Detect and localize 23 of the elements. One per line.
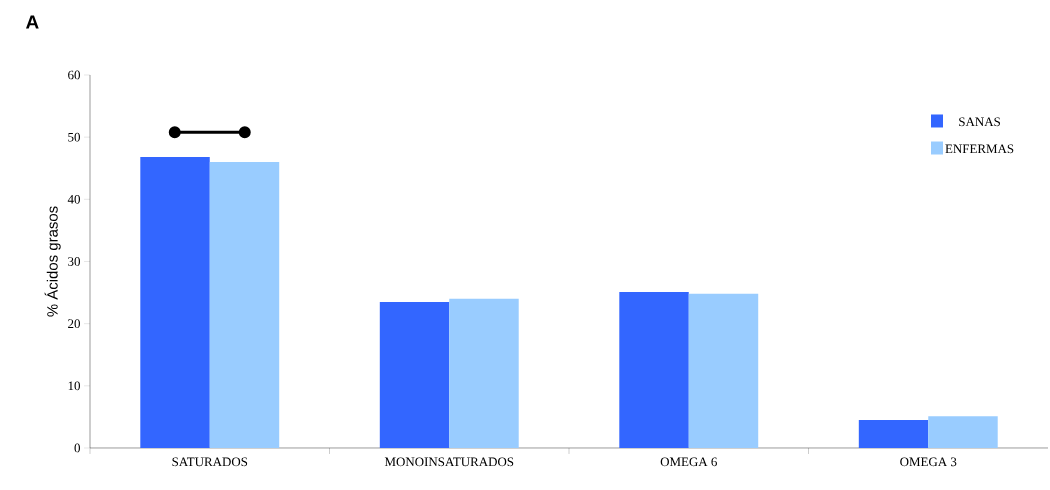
x-tick-label: SATURADOS: [172, 457, 248, 467]
x-tick-label: MONOINSATURADOS: [384, 457, 514, 467]
bar: [928, 416, 998, 448]
y-tick-label: 50: [68, 132, 80, 142]
bar: [619, 291, 689, 448]
bar: [140, 157, 210, 448]
y-tick-label: 30: [68, 257, 80, 266]
bar: [688, 293, 759, 448]
y-tick-label: 20: [68, 319, 80, 329]
bar: [449, 298, 519, 448]
y-tick-label: 10: [68, 381, 80, 391]
legend-label: ENFERMAS: [945, 144, 1014, 154]
bar: [209, 162, 280, 448]
legend-label: SANAS: [959, 117, 1000, 127]
x-tick-label: OMEGA 6: [660, 457, 717, 467]
bar: [379, 301, 450, 448]
y-axis-title: % Ácidos grasos: [44, 206, 61, 317]
bar: [858, 420, 929, 448]
y-tick-label: 0: [74, 443, 80, 453]
y-tick-label: 60: [68, 70, 80, 80]
x-tick-label: OMEGA 3: [900, 457, 957, 467]
text: A: [26, 15, 39, 29]
y-tick-label: 40: [67, 194, 80, 204]
